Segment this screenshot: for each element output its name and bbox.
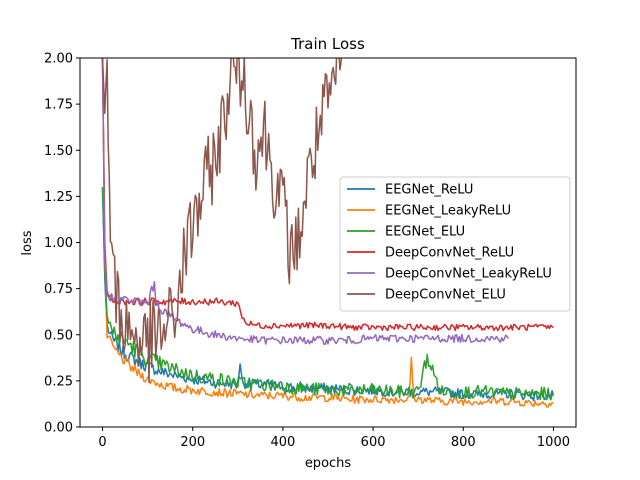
x-tick-label: 600 [361,435,386,450]
y-tick-label: 1.25 [44,190,73,205]
x-tick-label: 800 [451,435,476,450]
x-axis: 0 200 400 600 800 1000 [98,427,570,450]
y-axis: 0.00 0.25 0.50 0.75 1.00 1.25 1.50 1.75 2.00 [44,52,80,436]
legend-label: EEGNet_ELU [385,225,465,240]
y-tick-label: 0.25 [44,374,73,389]
series-line-EEGNet_ELU [101,187,554,401]
y-tick-label: 2.00 [44,52,73,67]
legend: EEGNet_ReLU EEGNet_LeakyReLU EEGNet_ELU Dee… [339,176,571,312]
chart-title: Train Loss [290,35,365,53]
x-tick-label: 400 [270,435,295,450]
y-tick-label: 0.50 [44,328,73,343]
series-line-EEGNet_ReLU [101,187,555,402]
series-layer [101,58,555,408]
x-tick-label: 0 [98,435,106,450]
series-line-EEGNet_LeakyReLU [101,58,554,408]
y-tick-label: 0.00 [44,421,73,436]
legend-label: DeepConvNet_ELU [385,288,506,303]
y-axis-label: loss [20,230,35,255]
series-line-DeepConvNet_ELU [101,58,343,384]
x-tick-label: 200 [180,435,205,450]
legend-label: DeepConvNet_LeakyReLU [385,267,552,282]
series-line-DeepConvNet_LeakyReLU [101,58,510,345]
legend-label: EEGNet_LeakyReLU [385,204,511,219]
x-axis-label: epochs [305,456,352,471]
y-tick-label: 1.00 [44,236,73,251]
y-tick-label: 1.50 [44,144,73,159]
legend-label: DeepConvNet_ReLU [385,246,514,261]
legend-label: EEGNet_ReLU [385,183,473,198]
x-tick-label: 1000 [537,435,570,450]
y-tick-label: 0.75 [44,282,73,297]
legend-box [339,176,571,312]
y-tick-label: 1.75 [44,98,73,113]
